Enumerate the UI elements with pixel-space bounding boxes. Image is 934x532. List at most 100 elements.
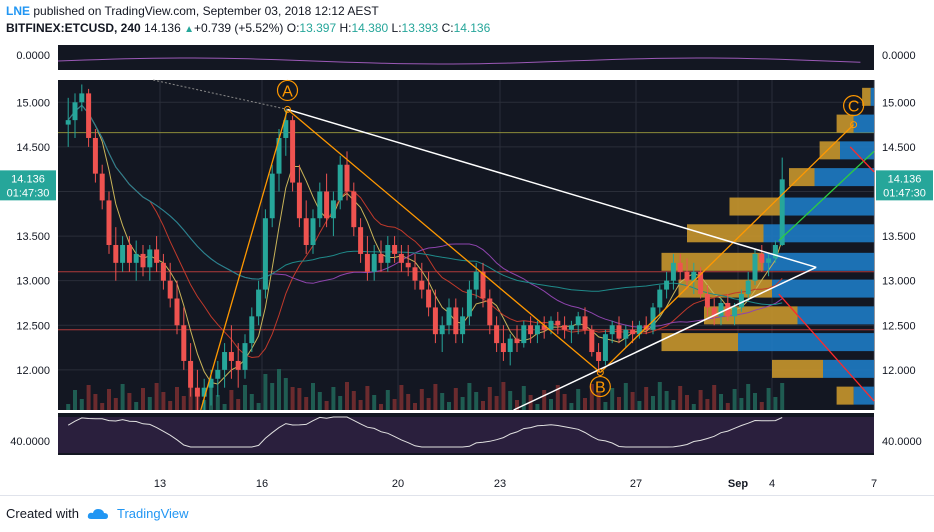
volume-bar xyxy=(311,383,315,410)
author-name[interactable]: LNE xyxy=(6,4,30,18)
candle-body xyxy=(657,289,663,308)
volume-bar xyxy=(508,391,513,410)
volume-profile-up-bar xyxy=(819,141,840,160)
candle-body xyxy=(500,343,506,353)
y-axis-tick-label: 15.000 xyxy=(882,97,916,109)
volume-bar xyxy=(719,394,723,410)
candle-body xyxy=(439,325,445,335)
candle-body xyxy=(541,325,547,330)
x-axis-tick-label: 13 xyxy=(154,478,166,490)
chart-area[interactable]: ABC15.00015.00014.50014.50014.00014.0001… xyxy=(0,40,934,495)
candle-body xyxy=(582,316,588,330)
volume-bar xyxy=(678,386,683,410)
wedge-support-line xyxy=(513,266,817,411)
volume-bar xyxy=(66,404,71,410)
moving-average-line xyxy=(67,104,783,359)
volume-profile-down-bar xyxy=(772,279,874,298)
candle-body xyxy=(324,191,330,219)
publish-info: LNE published on TradingView.com, Septem… xyxy=(6,4,379,18)
pattern-point-marker xyxy=(850,121,858,129)
candle-body xyxy=(106,200,112,245)
volume-bar xyxy=(657,382,662,410)
candle-body xyxy=(337,164,343,201)
candle-body xyxy=(534,325,540,335)
pattern-point-label: A xyxy=(282,83,293,100)
candle-body xyxy=(453,307,459,335)
volume-bar xyxy=(175,387,179,410)
last-price: 14.136 xyxy=(144,21,181,35)
volume-profile-up-bar xyxy=(704,306,798,325)
tradingview-cloud-icon xyxy=(87,508,108,519)
projection-up-line xyxy=(778,150,875,242)
candle-body xyxy=(126,245,132,263)
y-axis-tick-label: 13.500 xyxy=(882,231,916,243)
abc-pattern-line xyxy=(287,108,601,374)
candle-body xyxy=(670,262,676,281)
symbol-label: BITFINEX:ETCUSD, 240 xyxy=(6,21,141,35)
open-value: 13.397 xyxy=(299,21,337,35)
candle-body xyxy=(507,338,513,353)
candle-body xyxy=(745,280,751,295)
candle-body xyxy=(575,316,581,326)
candle-body xyxy=(460,316,466,335)
candle-body xyxy=(718,302,724,317)
x-axis-tick-label: 16 xyxy=(256,478,268,490)
volume-bar xyxy=(256,403,261,410)
oscillator-tick-label: 40.0000 xyxy=(882,436,922,448)
candle-body xyxy=(181,325,187,361)
symbol-info: BITFINEX:ETCUSD, 240 14.136 ▲+0.739 (+5.… xyxy=(6,21,490,35)
candle-body xyxy=(242,343,248,370)
top-pane xyxy=(58,45,874,70)
volume-bar xyxy=(501,382,506,410)
volume-bar xyxy=(385,390,390,410)
volume-profile-up-bar xyxy=(661,333,738,352)
volume-bar xyxy=(365,386,370,410)
candle-body xyxy=(235,360,241,370)
volume-bar xyxy=(433,384,438,410)
y-axis-tick-label: 14.500 xyxy=(16,142,50,154)
volume-bar xyxy=(107,389,111,410)
candle-body xyxy=(732,307,738,317)
top-pane-tick-label: 0.0000 xyxy=(16,50,50,62)
candle-body xyxy=(228,352,234,361)
volume-bar xyxy=(671,400,676,410)
volume-bar xyxy=(780,383,785,410)
volume-bar xyxy=(413,403,417,410)
footer-bar xyxy=(0,495,934,532)
high-label: H: xyxy=(339,21,352,35)
tradingview-link[interactable]: TradingView xyxy=(116,506,189,521)
volume-bar xyxy=(243,385,247,410)
volume-bar xyxy=(215,395,220,410)
volume-bar xyxy=(236,399,241,410)
moving-average-line xyxy=(67,104,783,306)
volume-bar xyxy=(419,389,424,410)
volume-bar xyxy=(766,388,771,410)
volume-bar xyxy=(447,402,451,410)
x-axis-tick-label: 27 xyxy=(630,478,642,490)
price-tag-value: 14.136 xyxy=(888,173,922,185)
volume-bar xyxy=(168,401,173,410)
candle-body xyxy=(249,316,255,344)
volume-bar xyxy=(685,395,689,410)
volume-profile-down-bar xyxy=(797,306,874,325)
candle-body xyxy=(466,289,472,317)
candle-body xyxy=(636,325,642,335)
volume-profile-up-bar xyxy=(687,224,764,243)
volume-bar xyxy=(249,394,254,410)
y-axis-tick-label: 12.500 xyxy=(16,320,50,332)
candle-body xyxy=(113,245,119,263)
candle-body xyxy=(378,253,384,263)
price-chart[interactable]: ABC15.00015.00014.50014.50014.00014.0001… xyxy=(0,40,934,495)
candle-body xyxy=(426,289,432,308)
pattern-point-circle xyxy=(842,94,865,117)
volume-bar xyxy=(481,401,485,410)
candle-body xyxy=(398,253,404,263)
volume-bar xyxy=(569,403,574,410)
projection-down-line xyxy=(778,293,875,402)
volume-bar xyxy=(93,394,98,410)
volume-bar xyxy=(535,404,540,410)
oscillator-tick-label: 40.0000 xyxy=(10,436,50,448)
candle-body xyxy=(296,182,302,219)
candle-body xyxy=(616,325,622,339)
y-axis-tick-label: 13.000 xyxy=(882,276,916,288)
